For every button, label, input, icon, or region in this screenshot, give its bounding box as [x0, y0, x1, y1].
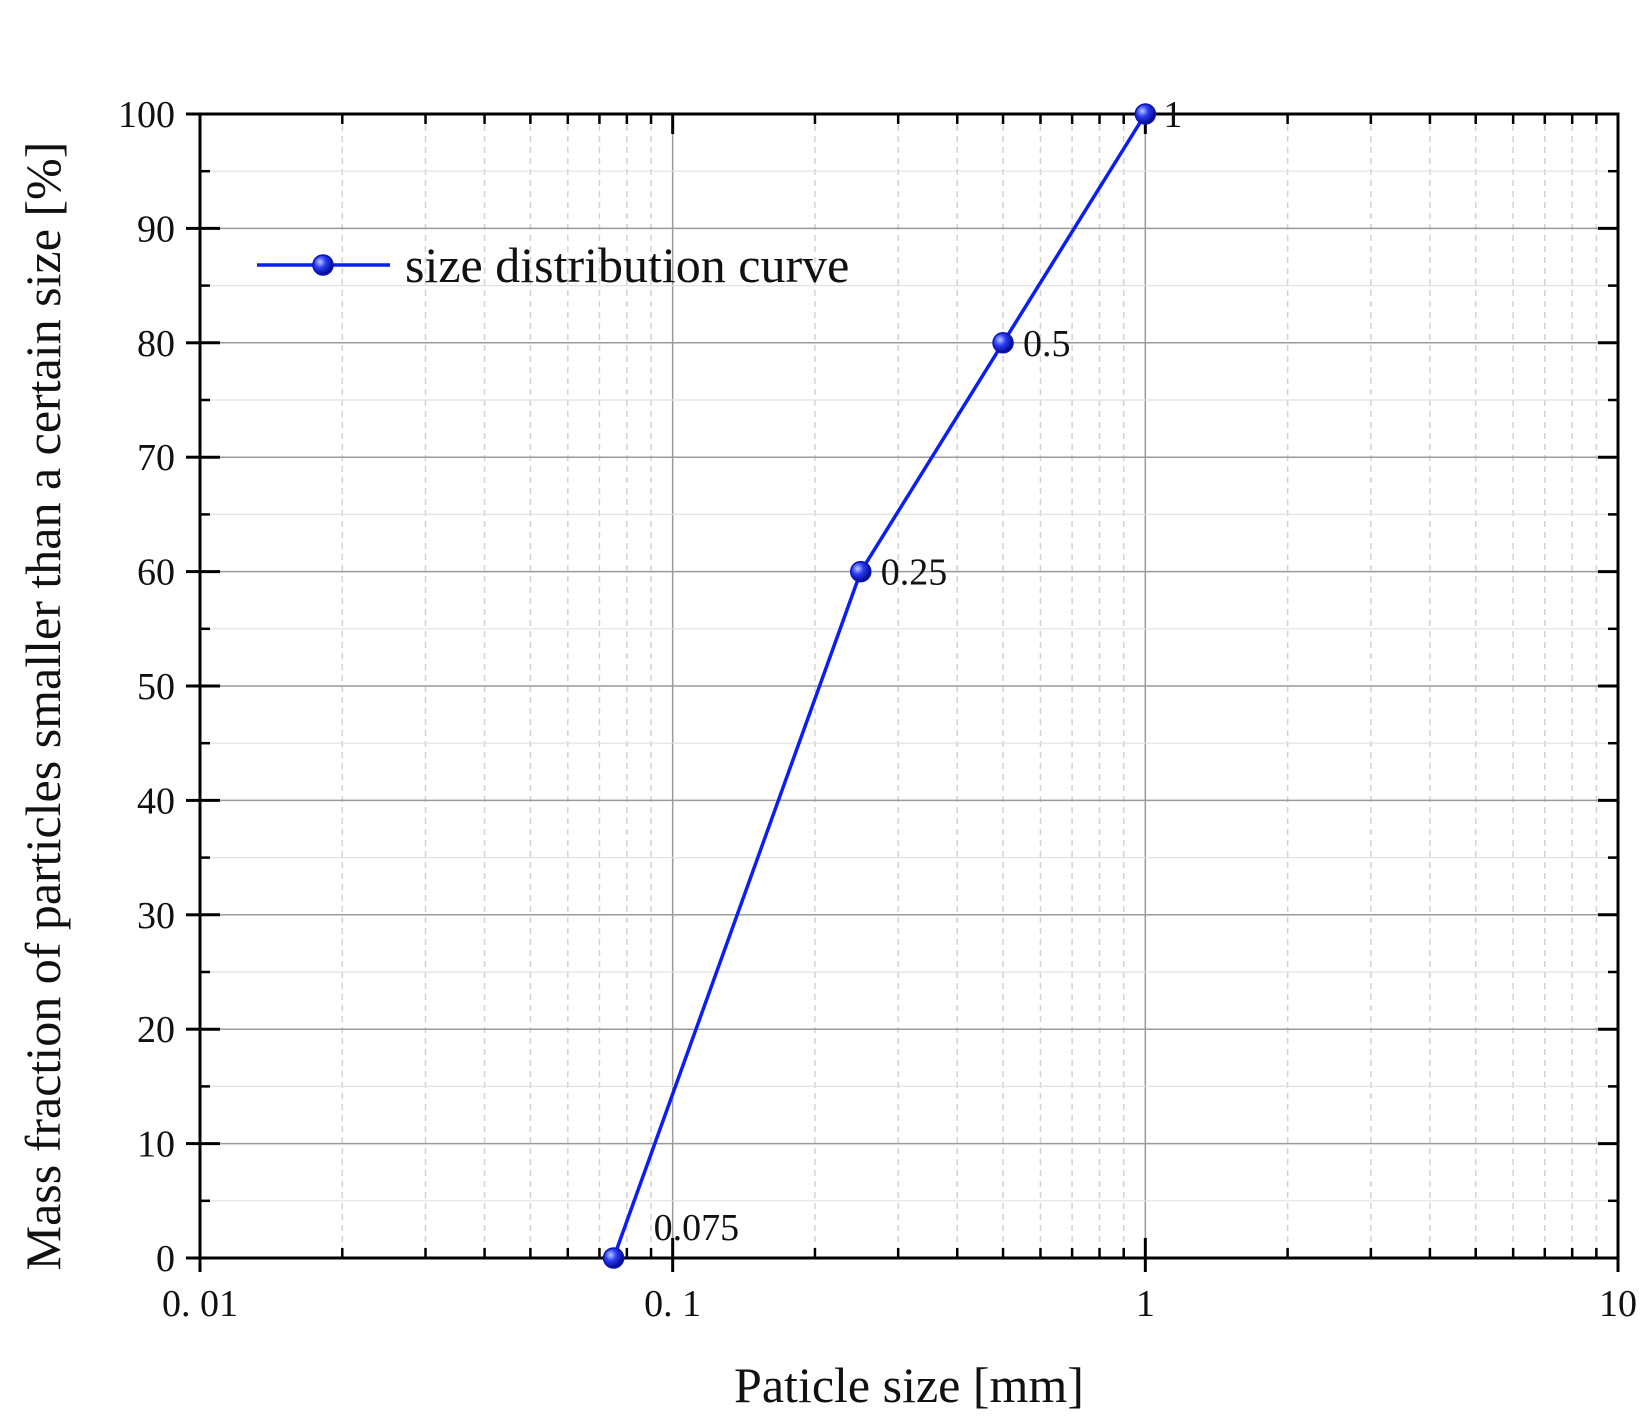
x-axis-title: Paticle size [mm]: [734, 1357, 1084, 1413]
legend-label: size distribution curve: [405, 237, 849, 293]
y-axis-title: Mass fraction of particles smaller than …: [15, 142, 71, 1271]
data-label: 0.5: [1023, 323, 1071, 365]
data-point: [602, 1247, 625, 1269]
y-tick-label: 70: [137, 437, 175, 479]
data-point: [992, 332, 1014, 354]
axis-titles: Paticle size [mm] Mass fraction of partic…: [15, 142, 1084, 1413]
legend-marker: [312, 254, 334, 276]
y-tick-label: 100: [118, 94, 175, 136]
y-tick-label: 80: [137, 323, 175, 365]
data-point: [1134, 103, 1157, 125]
data-label: 1: [1163, 94, 1182, 136]
grid: [199, 113, 1619, 1259]
y-tick-label: 40: [137, 780, 175, 822]
data-label: 0.075: [654, 1207, 740, 1249]
legend: size distribution curve: [257, 237, 849, 293]
y-tick-label: 10: [137, 1124, 175, 1166]
y-tick-label: 20: [137, 1009, 175, 1051]
y-tick-label: 90: [137, 208, 175, 250]
series: 0.075 0.25 0.5 1: [602, 94, 1182, 1269]
y-tick-label: 30: [137, 895, 175, 937]
x-tick-label: 10: [1599, 1283, 1637, 1325]
x-tick-label: 1: [1136, 1283, 1155, 1325]
y-tick-label: 50: [137, 666, 175, 708]
data-point: [850, 560, 872, 583]
y-tick-label: 60: [137, 552, 175, 594]
series-line: [611, 113, 1147, 1259]
x-tick-label: 0. 1: [644, 1283, 701, 1325]
data-label: 0.25: [881, 552, 948, 594]
x-tick-label: 0. 01: [162, 1283, 238, 1325]
y-tick-label: 0: [156, 1238, 175, 1280]
